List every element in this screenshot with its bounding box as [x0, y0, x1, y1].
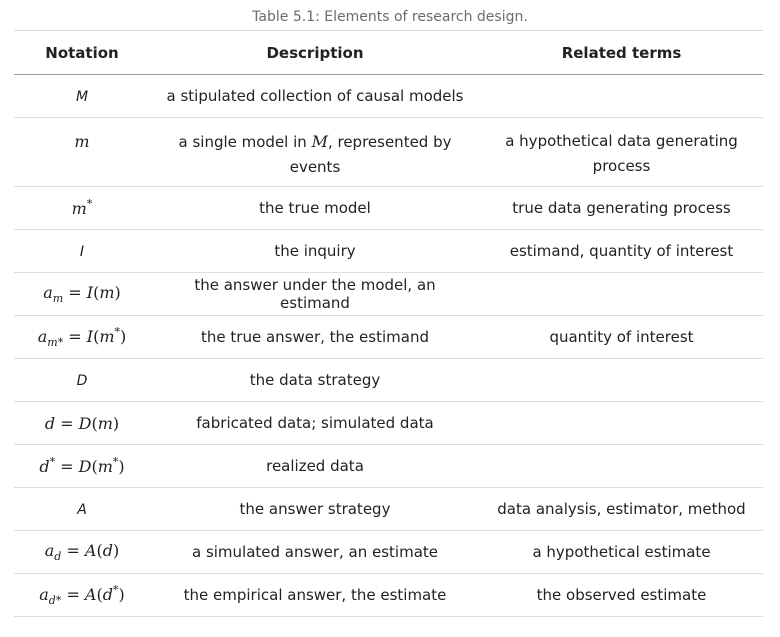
table-row: m* the true model true data generating p… — [14, 186, 763, 230]
table-row: d* = D(m*) realized data — [14, 444, 763, 488]
notation-cell: D — [14, 358, 150, 402]
notation-cell: I — [14, 229, 150, 273]
notation-text: I — [79, 244, 85, 260]
description-cell: fabricated data; simulated data — [150, 401, 480, 445]
notation-math: am* = I(m*) — [37, 325, 127, 349]
notation-text: A — [77, 502, 87, 518]
description-cell: realized data — [150, 444, 480, 488]
notation-math: m* — [71, 197, 93, 219]
notation-text: D — [76, 373, 88, 389]
notation-cell: d = D(m) — [14, 401, 150, 445]
table-row: D the data strategy — [14, 358, 763, 402]
notation-math: am = I(m) — [43, 282, 121, 306]
table-row: am* = I(m*) the true answer, the estiman… — [14, 315, 763, 359]
related-cell: a hypothetical data generating process — [480, 117, 763, 187]
description-cell: a stipulated collection of causal models — [150, 74, 480, 118]
header-row: Notation Description Related terms — [14, 30, 763, 75]
description-cell: the true model — [150, 186, 480, 230]
description-cell: the answer under the model, an estimand — [150, 272, 480, 316]
notation-math: ad* = A(d*) — [39, 583, 125, 607]
description-cell: a simulated answer, an estimate — [150, 530, 480, 574]
header-related-terms: Related terms — [561, 43, 682, 62]
table-row: A the answer strategy data analysis, est… — [14, 487, 763, 531]
related-cell: quantity of interest — [480, 315, 763, 359]
notation-cell: m — [14, 117, 150, 187]
research-design-table: Notation Description Related terms M a s… — [14, 30, 763, 617]
related-cell: estimand, quantity of interest — [480, 229, 763, 273]
related-cell: data analysis, estimator, method — [480, 487, 763, 531]
notation-cell: ad* = A(d*) — [14, 573, 150, 617]
table-row: M a stipulated collection of causal mode… — [14, 74, 763, 118]
notation-cell: ad = A(d) — [14, 530, 150, 574]
notation-cell: am = I(m) — [14, 272, 150, 316]
notation-math: ad = A(d) — [44, 540, 120, 564]
description-cell: the inquiry — [150, 229, 480, 273]
description-cell: the data strategy — [150, 358, 480, 402]
table-row: ad* = A(d*) the empirical answer, the es… — [14, 573, 763, 617]
related-cell — [480, 401, 763, 445]
table-row: ad = A(d) a simulated answer, an estimat… — [14, 530, 763, 574]
notation-math: d = D(m) — [44, 413, 120, 433]
related-cell: the observed estimate — [480, 573, 763, 617]
table-row: m a single model in M, represented by ev… — [14, 117, 763, 187]
header-notation: Notation — [45, 43, 119, 62]
related-cell: a hypothetical estimate — [480, 530, 763, 574]
related-cell — [480, 272, 763, 316]
description-cell: a single model in M, represented by even… — [150, 117, 480, 187]
related-cell — [480, 444, 763, 488]
notation-cell: d* = D(m*) — [14, 444, 150, 488]
description-cell: the empirical answer, the estimate — [150, 573, 480, 617]
table-row: I the inquiry estimand, quantity of inte… — [14, 229, 763, 273]
notation-text: M — [75, 89, 89, 105]
related-cell — [480, 358, 763, 402]
table-row: d = D(m) fabricated data; simulated data — [14, 401, 763, 445]
related-cell: true data generating process — [480, 186, 763, 230]
notation-cell: m* — [14, 186, 150, 230]
related-cell — [480, 74, 763, 118]
header-description: Description — [266, 43, 364, 62]
notation-cell: M — [14, 74, 150, 118]
notation-cell: am* = I(m*) — [14, 315, 150, 359]
description-cell: the true answer, the estimand — [150, 315, 480, 359]
notation-math: d* = D(m*) — [39, 455, 125, 477]
description-cell: the answer strategy — [150, 487, 480, 531]
notation-cell: A — [14, 487, 150, 531]
table-caption: Table 5.1: Elements of research design. — [252, 9, 528, 25]
table-row: am = I(m) the answer under the model, an… — [14, 272, 763, 316]
notation-math: m — [74, 132, 90, 151]
